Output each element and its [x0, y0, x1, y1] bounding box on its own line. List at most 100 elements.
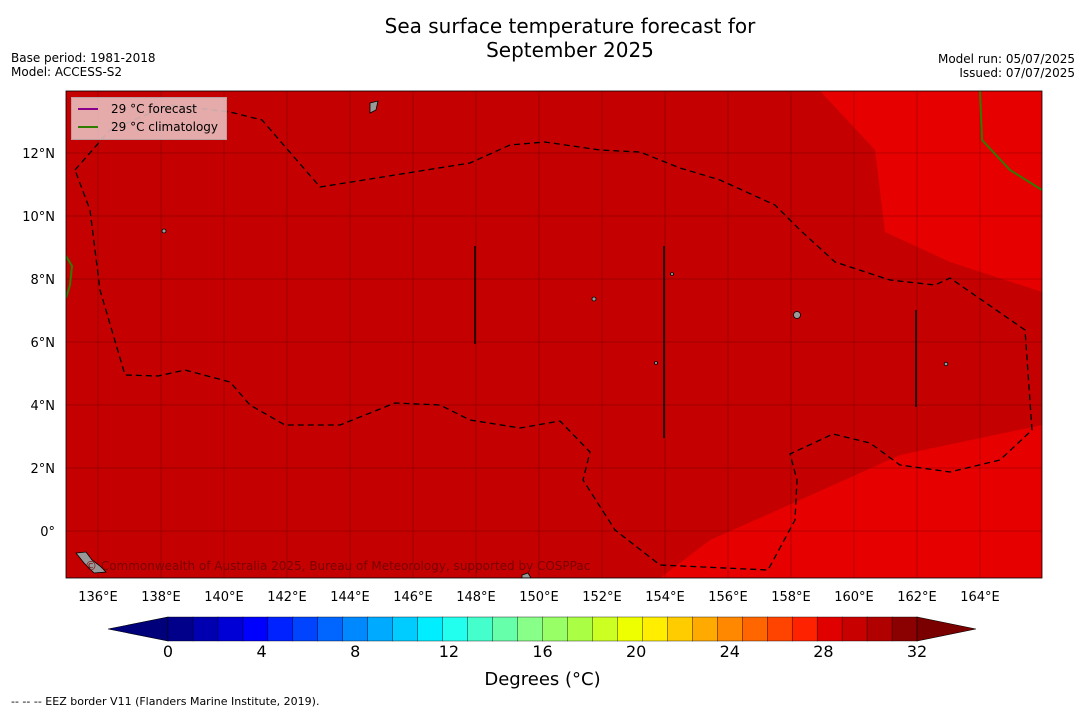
colorbar-tick-label: 8: [350, 642, 361, 661]
x-tick-label: 160°E: [834, 590, 874, 605]
footer-note: -- -- -- EEZ border V11 (Flanders Marine…: [11, 695, 320, 708]
y-tick-label: 2°N: [31, 462, 56, 477]
x-tick-label: 144°E: [330, 590, 370, 605]
x-tick-label: 138°E: [141, 590, 181, 605]
x-tick-label: 158°E: [771, 590, 811, 605]
island-new-guinea-north: [75, 551, 107, 574]
map-title: Sea surface temperature forecast for Sep…: [300, 14, 840, 62]
map-attribution: © Commonwealth of Australia 2025, Bureau…: [85, 559, 590, 573]
y-tick-label: 12°N: [22, 147, 55, 162]
colorbar-swatch: [192, 616, 219, 642]
map-frame: [65, 90, 1043, 579]
colorbar-label: Degrees (°C): [484, 669, 601, 690]
island-guam: [369, 100, 379, 114]
y-tick-label: 8°N: [31, 273, 56, 288]
x-tick-label: 156°E: [708, 590, 748, 605]
colorbar-swatch: [841, 616, 868, 642]
island-yap: [161, 228, 167, 234]
y-tick-label: 4°N: [31, 399, 56, 414]
colorbar-swatch: [742, 616, 768, 642]
colorbar-swatch: [417, 616, 444, 642]
x-tick-label: 136°E: [78, 590, 118, 605]
legend-row-forecast: 29 °C forecast: [78, 101, 197, 117]
colorbar-swatch: [791, 616, 818, 642]
x-tick-label: 140°E: [204, 590, 244, 605]
colorbar-tick-label: 28: [813, 642, 834, 661]
climatology-29c-contour-east: [979, 91, 1042, 191]
colorbar-swatch: [492, 616, 519, 642]
model-text: Model: ACCESS-S2: [11, 65, 123, 79]
colorbar-swatch: [442, 616, 469, 642]
y-tick-label: 6°N: [31, 336, 56, 351]
colorbar-swatch: [816, 616, 843, 642]
colorbar-swatch: [692, 616, 718, 642]
colorbar-swatch: [217, 616, 244, 642]
x-tick-label: 152°E: [582, 590, 622, 605]
colorbar-swatch: [592, 616, 619, 642]
title-line-1: Sea surface temperature forecast for: [384, 14, 756, 38]
colorbar-over-extension: [916, 616, 977, 642]
colorbar-swatch: [292, 616, 319, 642]
colorbar-under-extension: [107, 616, 169, 642]
meta-right: Model run: 05/07/2025 Issued: 07/07/2025: [938, 52, 1075, 80]
island-atoll-1: [670, 272, 674, 276]
island-pohnpei: [793, 311, 801, 319]
graticule: [66, 91, 1042, 578]
map-area: © Commonwealth of Australia 2025, Bureau…: [66, 91, 1042, 578]
colorbar-swatch: [517, 616, 544, 642]
colorbar-swatch: [392, 616, 419, 642]
title-line-2: September 2025: [486, 38, 654, 62]
colorbar-tick-label: 0: [162, 642, 174, 661]
x-tick-label: 142°E: [267, 590, 307, 605]
legend-climatology-label: 29 °C climatology: [111, 120, 219, 134]
colorbar-swatch: [367, 616, 394, 642]
x-tick-label: 164°E: [960, 590, 1000, 605]
colorbar-swatch: [717, 616, 743, 642]
island-chuuk: [591, 296, 597, 302]
map-legend: 29 °C forecast 29 °C climatology: [71, 97, 227, 140]
colorbar-tick-label: 16: [532, 642, 553, 661]
colorbar-swatch: [542, 616, 569, 642]
x-tick-labels: 136°E 138°E 140°E 142°E 144°E 146°E 148°E 150°E…: [78, 590, 1000, 605]
sst-band-28-29: [820, 91, 1042, 292]
islands: [75, 100, 949, 578]
colorbar-swatch: [342, 616, 369, 642]
y-tick-label: 10°N: [22, 210, 55, 225]
eez-border-dashed: [74, 104, 1033, 571]
y-tick-label: 0°: [40, 525, 55, 540]
model-run-text: Model run: 05/07/2025: [937, 52, 1075, 66]
legend-forecast-label: 29 °C forecast: [111, 102, 197, 116]
colorbar-tick-label: 4: [256, 642, 267, 661]
base-period-text: Base period: 1981-2018: [11, 51, 156, 65]
colorbar-swatch: [317, 616, 344, 642]
colorbar-swatch: [617, 616, 643, 642]
x-tick-label: 148°E: [456, 590, 496, 605]
colorbar-swatch: [567, 616, 594, 642]
legend-forecast-swatch: [78, 108, 98, 110]
x-tick-label: 150°E: [519, 590, 559, 605]
colorbar-swatch: [242, 616, 269, 642]
colorbar: [107, 616, 977, 642]
island-manus: [521, 572, 532, 578]
colorbar-tick-label: 24: [719, 642, 740, 661]
x-tick-label: 146°E: [393, 590, 433, 605]
colorbar-tick-label: 20: [625, 642, 647, 661]
colorbar-tick-label: 32: [906, 642, 928, 661]
colorbar-swatch: [866, 616, 893, 642]
issued-text: Issued: 07/07/2025: [959, 66, 1075, 80]
colorbar-swatch: [891, 616, 918, 642]
colorbar-swatch: [167, 616, 194, 642]
legend-climatology-swatch: [78, 126, 98, 128]
climatology-29c-contour-west: [66, 255, 74, 299]
colorbar-tick-label: 12: [438, 642, 460, 661]
y-tick-labels: 12°N 10°N 8°N 6°N 4°N 2°N 0°: [22, 147, 55, 540]
colorbar-swatch: [767, 616, 793, 642]
colorbar-swatch: [667, 616, 693, 642]
colorbar-swatch: [467, 616, 494, 642]
legend-row-climatology: 29 °C climatology: [78, 119, 218, 135]
island-atoll-2: [654, 361, 658, 365]
x-tick-label: 154°E: [645, 590, 685, 605]
sst-band-28-29-south: [660, 425, 1042, 578]
meta-left: Base period: 1981-2018 Model: ACCESS-S2: [11, 51, 156, 79]
